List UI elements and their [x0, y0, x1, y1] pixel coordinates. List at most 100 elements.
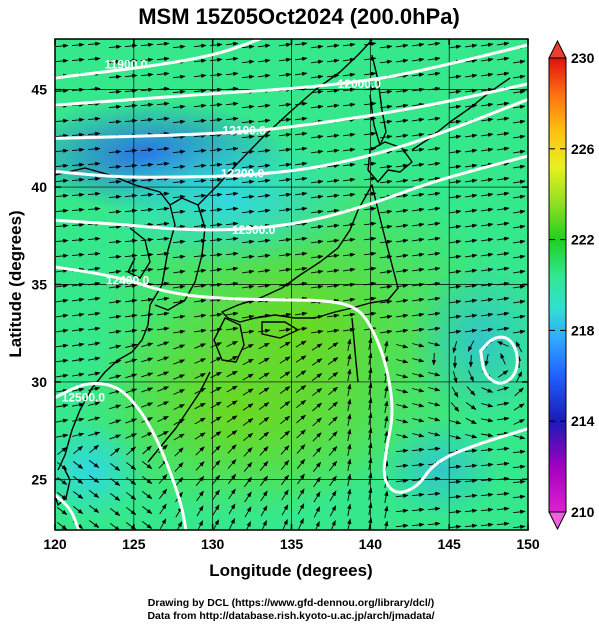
wind-arrow	[194, 432, 206, 440]
wind-arrow	[193, 178, 207, 184]
wind-arrow	[451, 386, 459, 398]
wind-arrow	[228, 518, 236, 530]
wind-arrow	[257, 253, 271, 258]
wind-arrow	[396, 434, 409, 439]
wind-arrow	[428, 296, 441, 301]
wind-arrow	[176, 521, 183, 530]
wind-arrow	[343, 102, 356, 107]
wind-arrow	[241, 254, 255, 260]
wind-arrow	[347, 473, 352, 486]
wind-arrow	[327, 223, 340, 228]
wind-arrow	[480, 522, 494, 528]
wind-arrow	[481, 237, 494, 242]
wind-arrow	[481, 132, 494, 137]
wind-arrow	[241, 59, 255, 65]
wind-arrow	[124, 103, 138, 109]
wind-arrow	[347, 413, 352, 426]
wind-arrow	[412, 388, 425, 393]
wind-arrow	[396, 268, 409, 273]
wind-arrow	[312, 447, 322, 457]
wind-arrow	[88, 371, 101, 376]
wind-arrow	[295, 340, 307, 348]
wind-arrow	[71, 237, 85, 243]
wind-arrow	[209, 177, 223, 183]
wind-arrow	[396, 419, 409, 424]
wind-arrow	[172, 104, 186, 110]
wind-arrow	[497, 206, 510, 211]
wind-arrow	[296, 399, 307, 409]
coastline-russia	[197, 39, 373, 206]
y-axis-ticks: 25 30 35 40 45	[31, 82, 528, 487]
wind-arrow	[428, 402, 441, 407]
wind-arrow	[125, 283, 138, 288]
wind-arrow	[193, 253, 207, 259]
wind-arrow	[193, 133, 207, 139]
wind-arrow	[55, 58, 69, 64]
wind-arrow	[481, 433, 494, 438]
wind-arrow	[156, 191, 170, 197]
wind-arrow	[124, 148, 138, 154]
wind-arrow	[109, 493, 121, 501]
wind-arrow	[481, 312, 494, 317]
wind-arrow	[327, 73, 340, 78]
wind-arrow	[244, 476, 252, 488]
wind-arrow	[465, 238, 478, 243]
wind-arrow	[412, 222, 425, 227]
wind-arrow	[226, 430, 238, 438]
wind-arrow	[158, 444, 168, 454]
wind-arrow	[347, 398, 352, 411]
height-contour-label: 11900.0	[105, 57, 148, 71]
wind-arrow	[195, 461, 205, 471]
wind-arrow	[328, 445, 338, 456]
wind-arrow	[513, 224, 526, 229]
wind-arrow	[225, 176, 239, 182]
wind-arrow	[481, 57, 494, 62]
wind-arrow	[384, 415, 389, 428]
wind-arrow	[56, 507, 68, 515]
wind-arrow	[329, 505, 337, 517]
height-contour-line	[55, 43, 528, 107]
wind-arrow	[295, 251, 308, 256]
wind-arrow	[209, 192, 223, 198]
wind-arrow	[449, 149, 462, 154]
wind-arrow	[296, 458, 306, 469]
wind-arrow	[72, 432, 85, 437]
wind-arrow	[449, 194, 462, 199]
wind-arrow	[311, 329, 324, 334]
wind-arrow	[278, 192, 292, 197]
wind-arrow	[311, 134, 324, 139]
wind-arrow	[88, 311, 101, 316]
wind-arrow	[278, 237, 292, 242]
wind-arrow	[513, 164, 526, 169]
wind-arrow	[395, 523, 409, 529]
wind-arrow	[172, 179, 186, 185]
wind-arrow	[295, 41, 308, 46]
wind-arrow	[327, 253, 340, 258]
wind-arrow	[125, 298, 138, 303]
wind-arrow	[312, 417, 322, 427]
wind-arrow	[225, 251, 239, 257]
coastline-bohai	[127, 227, 151, 279]
wind-arrow	[449, 254, 462, 259]
wind-arrow	[172, 74, 186, 80]
wind-arrow	[257, 73, 271, 78]
x-tick-label: 130	[201, 536, 225, 552]
wind-arrow	[278, 252, 292, 257]
wind-arrow	[396, 389, 409, 394]
wind-arrow	[500, 353, 506, 365]
wind-arrow	[124, 58, 138, 64]
wind-arrow	[497, 176, 510, 181]
wind-arrow	[174, 476, 184, 487]
wind-arrow	[295, 56, 308, 61]
wind-arrow	[209, 72, 223, 78]
wind-arrow	[515, 341, 523, 353]
wind-arrow	[428, 387, 441, 392]
wind-arrow	[141, 267, 154, 272]
wind-arrow	[448, 509, 462, 515]
wind-arrow	[412, 252, 425, 257]
colorbar-tick-label: 226	[571, 141, 595, 157]
wind-arrow	[88, 341, 101, 346]
wind-arrow	[512, 449, 526, 455]
wind-arrow	[56, 268, 69, 273]
wind-arrow	[465, 298, 478, 303]
